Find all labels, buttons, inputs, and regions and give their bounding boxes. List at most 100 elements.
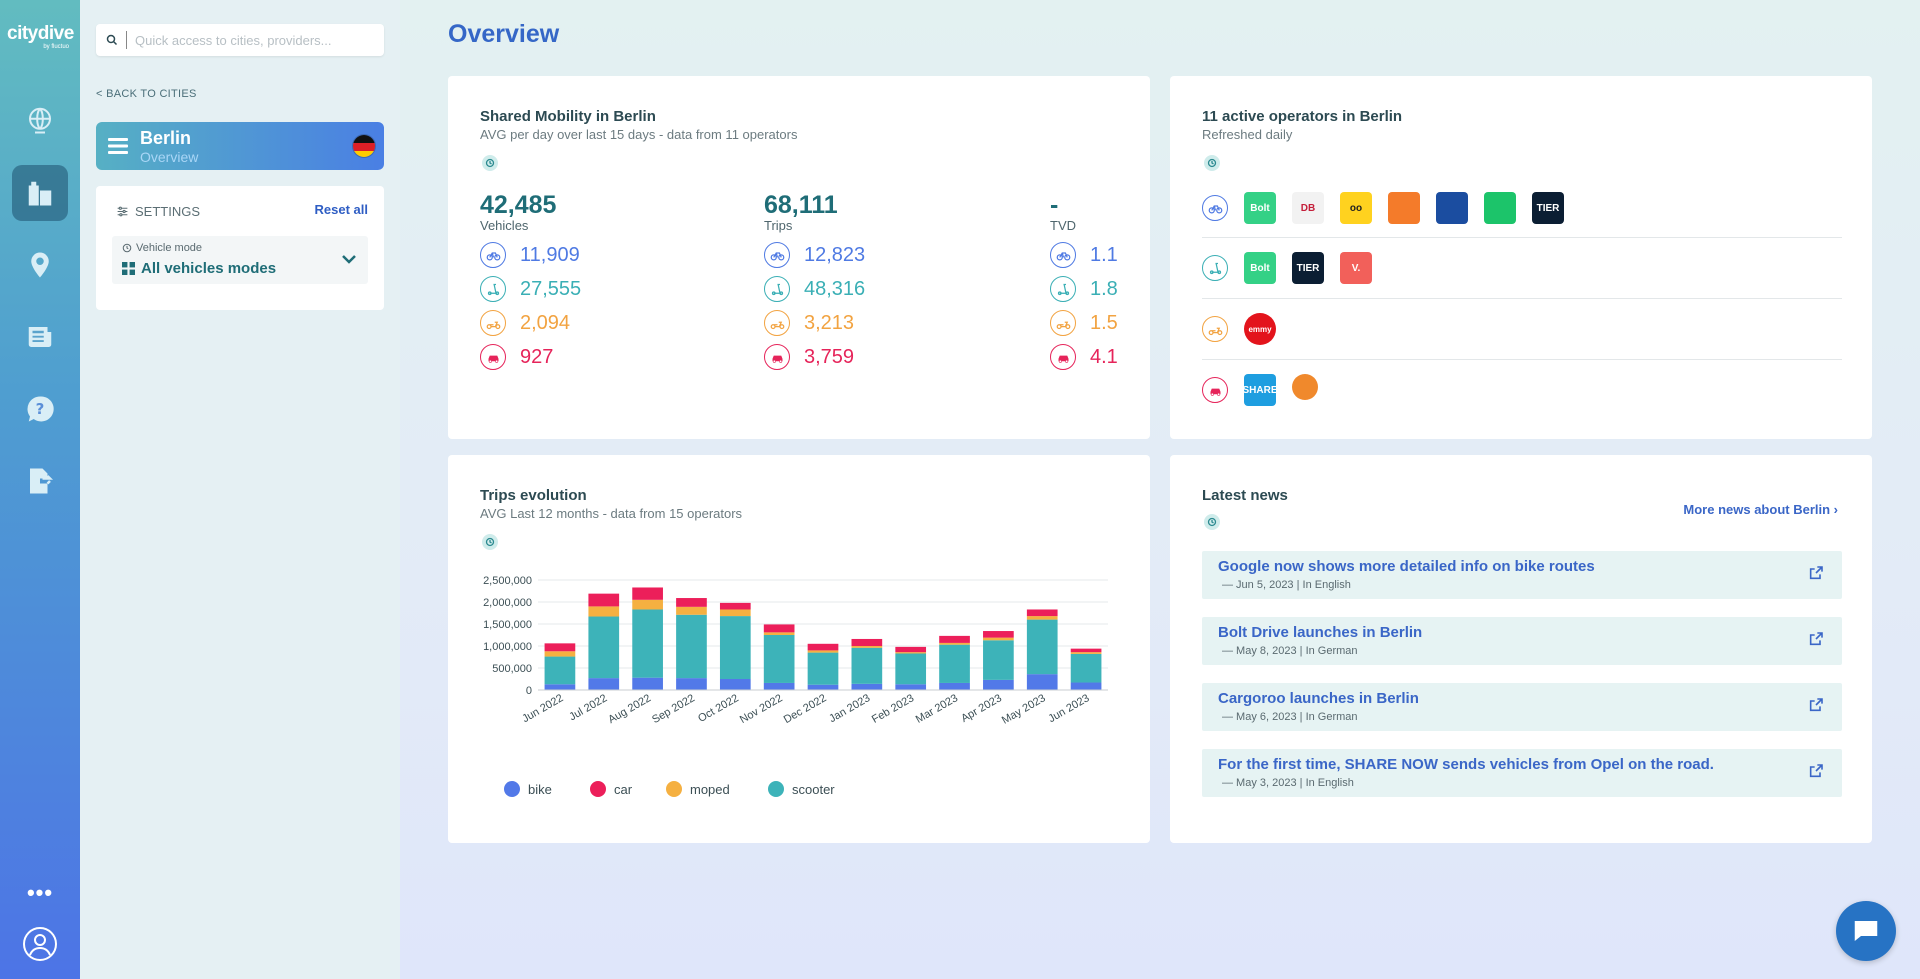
bar-bike-3[interactable] <box>676 678 707 690</box>
operator-logo-bike-1[interactable]: DB <box>1292 192 1324 224</box>
city-card[interactable]: Berlin Overview <box>96 122 384 170</box>
bar-moped-0[interactable] <box>544 651 576 657</box>
chat-button[interactable] <box>1836 901 1896 961</box>
bar-bike-9[interactable] <box>939 682 970 690</box>
legend-bike[interactable]: bike <box>504 781 552 797</box>
operator-logo-bike-2[interactable]: oo <box>1340 192 1372 224</box>
bar-scooter-0[interactable] <box>544 656 576 685</box>
bar-car-4[interactable] <box>719 602 751 610</box>
bar-moped-10[interactable] <box>983 637 1014 641</box>
bar-car-10[interactable] <box>983 631 1014 638</box>
bar-bike-0[interactable] <box>544 684 576 690</box>
bar-moped-7[interactable] <box>851 646 883 648</box>
bar-scooter-8[interactable] <box>895 653 927 685</box>
bar-bike-6[interactable] <box>807 684 839 690</box>
news-item[interactable]: Google now shows more detailed info on b… <box>1202 551 1842 599</box>
news-item[interactable]: Cargoroo launches in Berlin — May 6, 202… <box>1202 683 1842 731</box>
news-item[interactable]: For the first time, SHARE NOW sends vehi… <box>1202 749 1842 797</box>
bar-scooter-4[interactable] <box>719 616 751 679</box>
bar-moped-1[interactable] <box>588 606 620 617</box>
bar-bike-5[interactable] <box>763 682 795 690</box>
operator-logo-car-0[interactable]: SHARE <box>1243 374 1278 406</box>
divider <box>1202 359 1842 360</box>
operator-logo-moped-0[interactable]: emmy <box>1244 313 1276 345</box>
nav-cities[interactable] <box>12 165 68 221</box>
more-news-link[interactable]: More news about Berlin › <box>1683 502 1838 517</box>
user-avatar-icon[interactable] <box>22 926 58 962</box>
reset-all-button[interactable]: Reset all <box>314 202 368 217</box>
bar-scooter-1[interactable] <box>588 616 620 679</box>
bike-icon <box>1050 242 1076 268</box>
bar-bike-11[interactable] <box>1026 674 1058 690</box>
bar-car-5[interactable] <box>763 624 795 633</box>
vehicle-mode-select[interactable]: Vehicle mode All vehicles modes <box>112 236 368 284</box>
bar-car-1[interactable] <box>588 593 620 607</box>
chevron-down-icon <box>342 255 356 264</box>
bar-moped-11[interactable] <box>1026 616 1058 620</box>
bar-car-12[interactable] <box>1070 648 1102 653</box>
bar-moped-3[interactable] <box>676 606 707 615</box>
bar-car-3[interactable] <box>676 598 707 607</box>
operator-logo-bike-5[interactable] <box>1484 192 1516 224</box>
nav-news[interactable] <box>12 309 68 365</box>
bar-scooter-11[interactable] <box>1026 619 1058 675</box>
bar-bike-10[interactable] <box>983 679 1014 690</box>
bar-scooter-2[interactable] <box>632 609 663 678</box>
bar-scooter-10[interactable] <box>983 640 1014 680</box>
external-link-icon[interactable] <box>1808 763 1824 779</box>
bar-moped-6[interactable] <box>807 650 839 653</box>
bar-scooter-3[interactable] <box>676 614 707 679</box>
operator-logo-scooter-0[interactable]: Bolt <box>1244 252 1276 284</box>
more-options-icon[interactable]: ••• <box>26 880 54 905</box>
operator-logo-scooter-2[interactable]: V. <box>1340 252 1372 284</box>
bar-bike-12[interactable] <box>1070 682 1102 690</box>
operator-logo-car-1[interactable] <box>1292 374 1318 400</box>
bar-scooter-9[interactable] <box>939 644 970 683</box>
operator-logo-scooter-1[interactable]: TIER <box>1292 252 1324 284</box>
bar-moped-4[interactable] <box>719 609 751 617</box>
nav-help[interactable]: ? <box>12 381 68 437</box>
x-tick-label: Jun 2022 <box>520 692 565 725</box>
operator-logo-bike-3[interactable] <box>1388 192 1420 224</box>
legend-scooter[interactable]: scooter <box>768 781 835 797</box>
bar-car-6[interactable] <box>807 643 839 651</box>
legend-moped[interactable]: moped <box>666 781 730 797</box>
news-item[interactable]: Bolt Drive launches in Berlin — May 8, 2… <box>1202 617 1842 665</box>
bar-car-2[interactable] <box>632 587 663 600</box>
bar-moped-2[interactable] <box>632 599 663 610</box>
bar-car-7[interactable] <box>851 638 883 646</box>
nav-logout[interactable] <box>12 453 68 509</box>
bar-moped-5[interactable] <box>763 632 795 635</box>
legend-car[interactable]: car <box>590 781 632 797</box>
nav-map[interactable] <box>12 237 68 293</box>
bar-scooter-7[interactable] <box>851 647 883 684</box>
bar-bike-8[interactable] <box>895 684 927 690</box>
back-to-cities-link[interactable]: < BACK TO CITIES <box>96 88 197 100</box>
bar-moped-8[interactable] <box>895 652 927 654</box>
tvd-label: TVD <box>1050 218 1076 233</box>
external-link-icon[interactable] <box>1808 565 1824 581</box>
bar-car-0[interactable] <box>544 643 576 652</box>
bar-bike-1[interactable] <box>588 678 620 690</box>
bar-car-9[interactable] <box>939 635 970 643</box>
bar-bike-4[interactable] <box>719 679 751 690</box>
bar-car-11[interactable] <box>1026 609 1058 617</box>
external-link-icon[interactable] <box>1808 697 1824 713</box>
nav-globe[interactable] <box>12 92 68 148</box>
bar-bike-2[interactable] <box>632 677 663 690</box>
x-tick-label: Apr 2023 <box>959 692 1004 725</box>
bar-bike-7[interactable] <box>851 683 883 690</box>
bar-car-8[interactable] <box>895 646 927 653</box>
external-link-icon[interactable] <box>1808 631 1824 647</box>
search-input[interactable] <box>126 31 346 49</box>
bar-moped-9[interactable] <box>939 642 970 645</box>
operator-logo-bike-6[interactable]: TIER <box>1532 192 1564 224</box>
logo[interactable]: citydive by fluctuo <box>7 24 74 51</box>
bar-scooter-12[interactable] <box>1070 653 1102 683</box>
operator-logo-bike-4[interactable] <box>1436 192 1468 224</box>
operator-logo-bike-0[interactable]: Bolt <box>1244 192 1276 224</box>
bar-scooter-5[interactable] <box>763 635 795 683</box>
bar-moped-12[interactable] <box>1070 652 1102 654</box>
search-box[interactable] <box>96 24 384 56</box>
bar-scooter-6[interactable] <box>807 652 839 685</box>
